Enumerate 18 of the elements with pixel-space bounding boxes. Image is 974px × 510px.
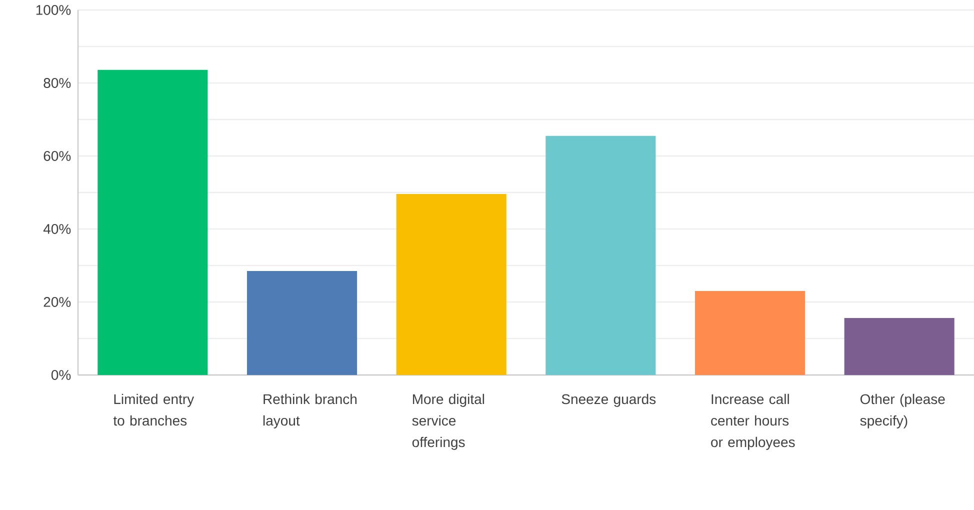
x-tick-label: Rethink branch layout xyxy=(263,394,357,428)
bar xyxy=(396,194,506,375)
bar xyxy=(694,291,806,375)
bar xyxy=(844,318,954,375)
x-tick-label: Increase call center hours or employees xyxy=(711,394,795,450)
bar xyxy=(246,270,358,375)
x-tick-label: Sneeze guards xyxy=(562,394,656,407)
y-tick-label: 60% xyxy=(44,151,71,161)
bar xyxy=(546,136,656,375)
bar xyxy=(98,70,208,375)
y-tick-label: 20% xyxy=(44,297,71,307)
y-tick-label: 100% xyxy=(36,5,71,15)
y-tick-label: 40% xyxy=(43,224,71,234)
y-tick-label: 80% xyxy=(44,78,71,88)
x-tick-label: Other (please specify) xyxy=(860,394,945,428)
x-tick-label: Limited entry to branches xyxy=(113,394,194,426)
x-tick-label: More digital service offerings xyxy=(412,394,484,450)
y-tick-label: 0% xyxy=(51,370,71,380)
